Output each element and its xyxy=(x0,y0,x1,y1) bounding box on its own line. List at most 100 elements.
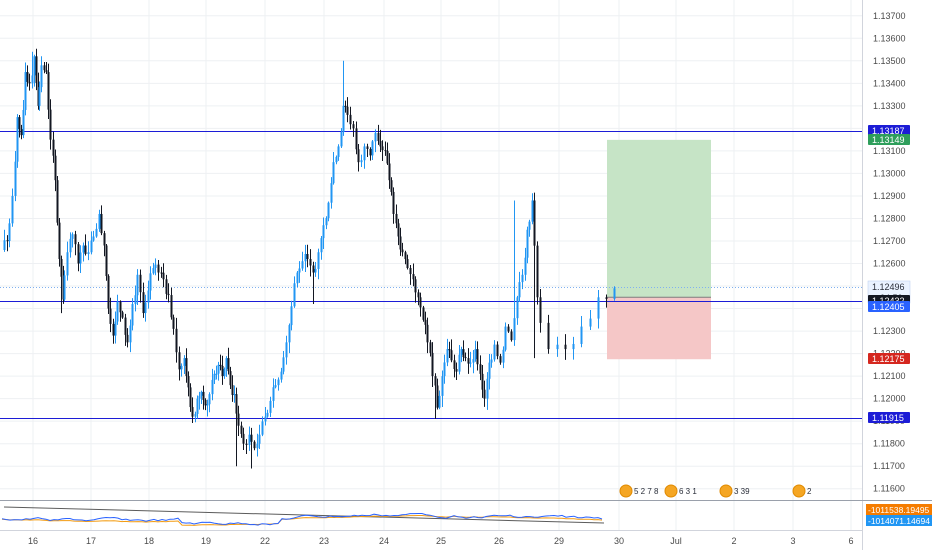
candle-body-184[interactable] xyxy=(448,349,451,351)
candle-body-0[interactable] xyxy=(3,240,6,250)
candle-body-152[interactable] xyxy=(371,141,374,156)
candle-body-172[interactable] xyxy=(419,297,422,308)
candle-body-29[interactable] xyxy=(66,252,69,276)
candle-body-176[interactable] xyxy=(429,342,432,353)
candle-body-50[interactable] xyxy=(119,301,122,313)
candle-body-69[interactable] xyxy=(167,293,170,296)
candle-body-159[interactable] xyxy=(388,163,391,181)
indicator-pane[interactable]: -1011538.19495-1014071.14694 xyxy=(1,504,932,526)
candle-body-90[interactable] xyxy=(215,373,218,375)
candle-body-197[interactable] xyxy=(479,364,482,374)
candle-body-19[interactable] xyxy=(45,70,48,73)
candle-body-214[interactable] xyxy=(524,257,527,275)
candle-body-139[interactable] xyxy=(337,146,340,157)
candle-body-47[interactable] xyxy=(112,323,115,336)
candle-body-14[interactable] xyxy=(35,56,38,83)
candle-body-48[interactable] xyxy=(114,321,117,336)
candle-body-203[interactable] xyxy=(493,344,496,360)
candle-body-195[interactable] xyxy=(474,349,477,360)
candle-body-196[interactable] xyxy=(476,349,479,365)
candle-body-52[interactable] xyxy=(124,317,127,335)
candle-body-126[interactable] xyxy=(304,254,307,262)
candle-body-85[interactable] xyxy=(204,399,207,406)
candle-body-217[interactable] xyxy=(531,200,534,222)
candle-body-64[interactable] xyxy=(154,264,157,269)
candle-body-151[interactable] xyxy=(369,148,372,156)
candle-body-174[interactable] xyxy=(424,319,427,325)
candle-body-188[interactable] xyxy=(458,354,461,372)
candle-body-167[interactable] xyxy=(406,259,409,269)
candle-body-122[interactable] xyxy=(293,283,296,307)
candle-body-44[interactable] xyxy=(105,245,108,277)
candle-body-105[interactable] xyxy=(248,434,251,445)
candle-body-171[interactable] xyxy=(417,292,420,298)
candle-body-88[interactable] xyxy=(211,379,214,395)
candle-body-165[interactable] xyxy=(401,249,404,253)
candle-body-218[interactable] xyxy=(533,200,536,246)
candle-body-229[interactable] xyxy=(613,288,616,299)
candle-body-128[interactable] xyxy=(309,259,312,266)
candle-body-17[interactable] xyxy=(40,65,43,88)
candle-body-130[interactable] xyxy=(314,268,317,273)
candle-body-170[interactable] xyxy=(414,279,417,293)
candle-body-124[interactable] xyxy=(298,268,301,273)
candle-body-26[interactable] xyxy=(60,259,63,277)
candle-body-173[interactable] xyxy=(422,307,425,320)
candle-body-132[interactable] xyxy=(320,238,323,253)
candle-body-2[interactable] xyxy=(8,223,11,241)
candle-body-34[interactable] xyxy=(79,252,82,264)
candle-body-46[interactable] xyxy=(109,308,112,324)
candle-body-96[interactable] xyxy=(227,358,230,372)
candle-body-28[interactable] xyxy=(63,275,66,300)
candle-body-77[interactable] xyxy=(187,376,190,388)
candle-body-58[interactable] xyxy=(139,274,142,293)
candle-body-106[interactable] xyxy=(250,434,253,442)
candle-body-181[interactable] xyxy=(441,376,444,396)
candle-body-156[interactable] xyxy=(381,146,384,151)
candle-body-3[interactable] xyxy=(11,195,14,224)
candle-body-115[interactable] xyxy=(274,385,277,388)
candle-body-32[interactable] xyxy=(74,234,77,245)
candle-body-135[interactable] xyxy=(327,202,330,219)
candle-body-206[interactable] xyxy=(502,349,505,363)
candle-body-56[interactable] xyxy=(134,295,137,305)
candle-body-70[interactable] xyxy=(170,295,173,318)
candle-body-72[interactable] xyxy=(175,328,178,353)
candle-body-192[interactable] xyxy=(467,358,470,364)
candle-body-20[interactable] xyxy=(47,72,50,110)
candle-body-118[interactable] xyxy=(282,357,285,372)
candle-body-110[interactable] xyxy=(261,421,264,435)
event-icon-3[interactable] xyxy=(792,484,806,498)
candle-body-227[interactable] xyxy=(597,297,600,319)
candle-body-145[interactable] xyxy=(352,124,355,129)
candle-body-136[interactable] xyxy=(330,183,333,203)
candle-body-71[interactable] xyxy=(172,317,175,329)
candle-body-175[interactable] xyxy=(426,324,429,343)
event-icon-0[interactable] xyxy=(619,484,633,498)
candle-body-108[interactable] xyxy=(256,443,259,449)
candle-body-169[interactable] xyxy=(412,274,415,280)
candle-body-186[interactable] xyxy=(453,360,456,370)
candle-body-179[interactable] xyxy=(436,385,439,408)
candle-body-37[interactable] xyxy=(87,252,90,255)
time-axis[interactable]: 16 17 18 19 22 23 24 25 26 29 30 Jul 2 3 6 xyxy=(28,536,854,546)
candles[interactable] xyxy=(3,48,616,469)
candle-body-155[interactable] xyxy=(379,140,382,147)
candle-body-36[interactable] xyxy=(84,245,87,255)
candle-body-162[interactable] xyxy=(395,213,398,224)
candle-body-109[interactable] xyxy=(258,434,261,444)
candle-body-51[interactable] xyxy=(121,312,124,318)
candle-body-153[interactable] xyxy=(374,132,377,142)
candle-body-13[interactable] xyxy=(33,56,36,76)
candle-body-187[interactable] xyxy=(455,369,458,372)
candle-body-148[interactable] xyxy=(360,160,363,163)
candle-body-95[interactable] xyxy=(225,358,228,369)
stop-zone[interactable] xyxy=(607,297,711,360)
candle-body-93[interactable] xyxy=(221,365,224,377)
candle-body-180[interactable] xyxy=(438,395,441,408)
candle-body-137[interactable] xyxy=(332,162,335,184)
candle-body-66[interactable] xyxy=(160,272,163,274)
candle-body-191[interactable] xyxy=(464,357,467,359)
candle-body-213[interactable] xyxy=(521,274,524,283)
